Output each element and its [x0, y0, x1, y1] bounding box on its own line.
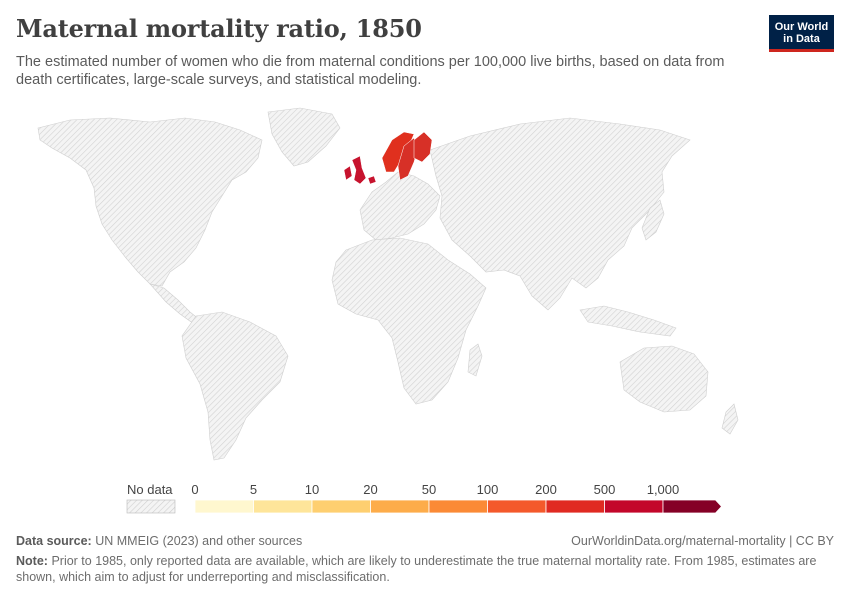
legend-bin-7[interactable]: [604, 499, 664, 514]
africa-landmass[interactable]: [331, 237, 487, 405]
legend-tick-label: 100: [477, 482, 499, 497]
chart-footer: Data source: UN MMEIG (2023) and other s…: [16, 533, 834, 585]
legend-bin-2[interactable]: [311, 499, 371, 514]
source-url[interactable]: OurWorldinData.org/maternal-mortality | …: [571, 534, 834, 548]
chart-subtitle: The estimated number of women who die fr…: [16, 54, 725, 88]
legend-tick-label: 20: [363, 482, 377, 497]
legend-no-data-swatch: [126, 499, 176, 514]
legend-bin-1[interactable]: [253, 499, 313, 514]
legend-tick-label: 10: [305, 482, 319, 497]
madagascar-landmass[interactable]: [467, 343, 483, 377]
japan-landmass[interactable]: [641, 199, 665, 241]
note-label: Note:: [16, 554, 48, 568]
legend-bin-0[interactable]: [194, 499, 254, 514]
note-text: Prior to 1985, only reported data are av…: [16, 554, 817, 584]
legend-tick-label: 1,000: [647, 482, 680, 497]
data-source: Data source: UN MMEIG (2023) and other s…: [16, 533, 302, 549]
owid-logo[interactable]: Our World in Data: [769, 15, 834, 52]
legend-bin-5[interactable]: [487, 499, 547, 514]
country-united-kingdom[interactable]: [351, 155, 367, 185]
legend-bin-6[interactable]: [545, 499, 605, 514]
legend-no-data-label: No data: [127, 482, 173, 497]
central-america-landmass[interactable]: [149, 283, 201, 325]
new-zealand-landmass[interactable]: [721, 403, 739, 435]
legend-tick-label: 0: [191, 482, 198, 497]
legend-bin-4[interactable]: [428, 499, 488, 514]
legend-bin-8[interactable]: [662, 499, 723, 514]
legend-bin-3[interactable]: [370, 499, 430, 514]
chart-note: Note: Prior to 1985, only reported data …: [16, 553, 834, 585]
legend-tick-label: 5: [250, 482, 257, 497]
country-netherlands[interactable]: [367, 175, 377, 185]
data-source-label: Data source:: [16, 534, 92, 548]
legend-tick-label: 200: [535, 482, 557, 497]
color-legend: No data 0 5 10 20 50 100 200 500 1,000: [126, 482, 723, 514]
legend-tick-label: 50: [422, 482, 436, 497]
world-map: [37, 107, 739, 461]
chart-title: Maternal mortality ratio, 1850: [16, 14, 422, 43]
north-america-landmass[interactable]: [37, 117, 263, 287]
australia-landmass[interactable]: [619, 345, 709, 413]
country-ireland-area[interactable]: [343, 165, 353, 181]
logo-line-1: Our World: [774, 20, 829, 33]
southeast-asia-islands[interactable]: [579, 305, 677, 337]
data-source-text[interactable]: UN MMEIG (2023) and other sources: [95, 534, 303, 548]
greenland-landmass[interactable]: [267, 107, 341, 167]
logo-line-2: in Data: [783, 32, 820, 45]
legend-tick-label: 500: [594, 482, 616, 497]
country-finland[interactable]: [413, 131, 433, 163]
south-america-landmass[interactable]: [181, 311, 289, 461]
asia-landmass[interactable]: [429, 117, 691, 311]
